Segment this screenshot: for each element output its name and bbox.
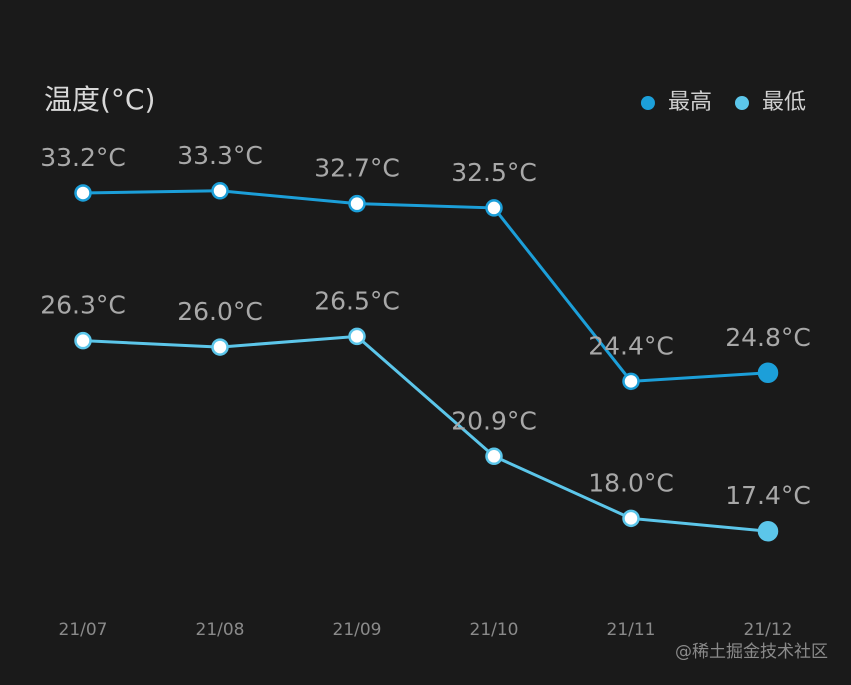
x-tick-label: 21/11	[607, 620, 656, 640]
point	[211, 338, 229, 356]
point	[622, 372, 640, 391]
data-label: 24.8°C	[725, 323, 811, 352]
legend-label: 最高	[668, 90, 712, 115]
point	[211, 182, 229, 200]
point	[485, 447, 503, 466]
legend-marker	[640, 96, 655, 110]
data-label: 24.4°C	[588, 331, 674, 360]
point	[74, 184, 92, 202]
data-label: 33.2°C	[40, 143, 126, 172]
watermark: @稀土掘金技术社区	[675, 642, 828, 662]
point	[348, 194, 366, 213]
line	[82, 189, 769, 383]
x-tick-label: 21/08	[196, 620, 245, 640]
legend-label: 最低	[762, 90, 806, 115]
x-tick-label: 21/12	[744, 620, 793, 640]
point	[348, 327, 366, 346]
data-label: 32.7°C	[314, 154, 400, 183]
data-label: 33.3°C	[177, 141, 263, 170]
chart-title: 温度(°C)	[44, 83, 155, 116]
data-label: 20.9°C	[451, 406, 537, 435]
x-tick-label: 21/10	[470, 620, 519, 640]
data-label: 17.4°C	[725, 481, 811, 510]
x-tick-label: 21/07	[59, 620, 108, 640]
point	[74, 331, 92, 350]
line	[82, 334, 769, 533]
point	[757, 362, 779, 384]
legend-marker	[734, 96, 749, 110]
data-label: 26.3°C	[40, 291, 126, 320]
point	[485, 199, 503, 217]
data-label: 26.5°C	[314, 286, 400, 315]
x-tick-label: 21/09	[333, 620, 382, 640]
data-label: 18.0°C	[588, 468, 674, 497]
data-label: 26.0°C	[177, 297, 263, 326]
data-label: 32.5°C	[451, 158, 537, 187]
point	[757, 520, 779, 542]
point	[622, 509, 640, 528]
